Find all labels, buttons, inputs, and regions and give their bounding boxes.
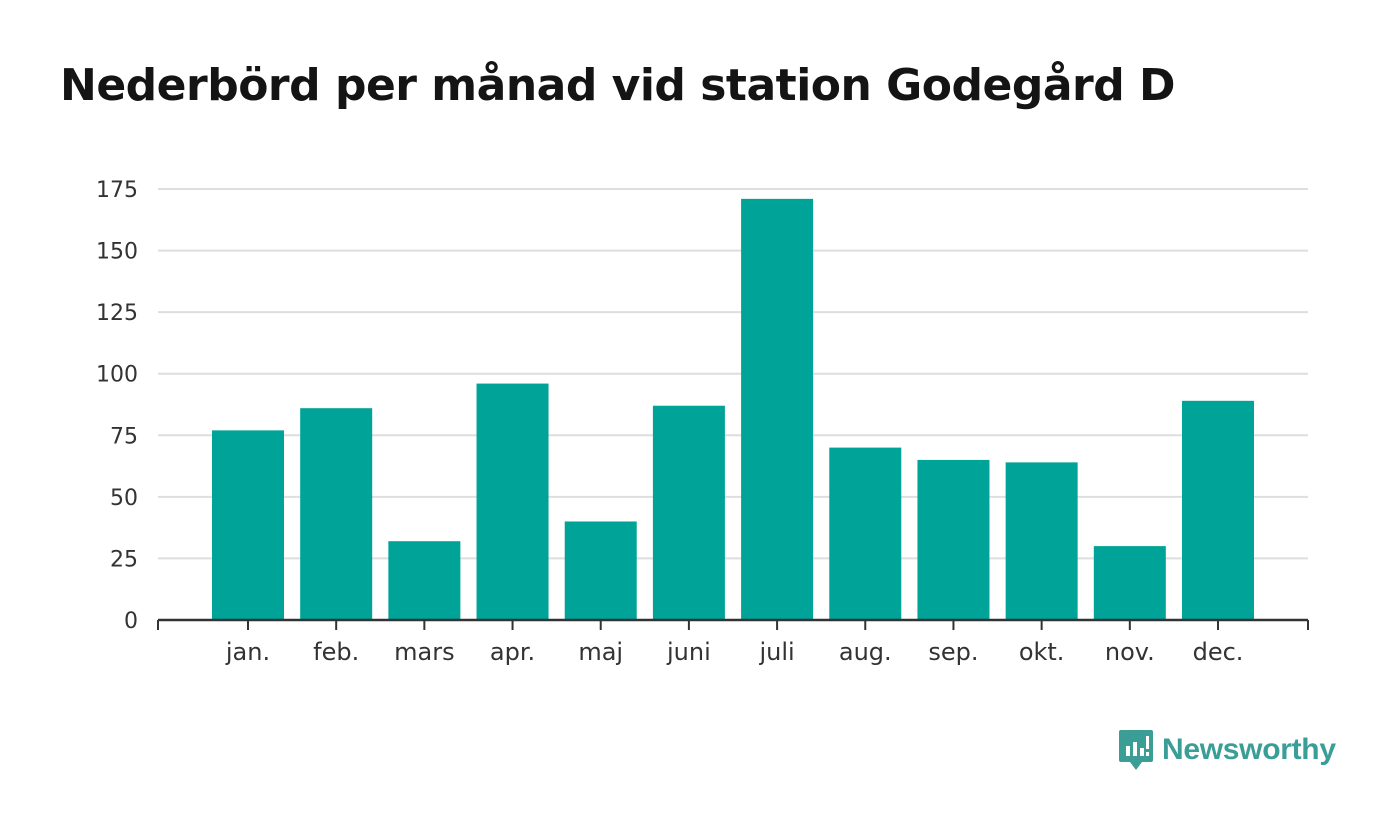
bar <box>212 430 284 620</box>
y-tick-label: 0 <box>124 609 138 634</box>
x-tick-labels: jan. feb. mars apr. maj juni juli aug. sep. okt. n… <box>225 638 1244 666</box>
x-tick-label: juli <box>758 638 794 666</box>
y-tick-label: 25 <box>110 547 138 572</box>
axes <box>157 618 1309 630</box>
bar <box>564 521 637 620</box>
bar <box>476 383 549 620</box>
bar <box>652 405 725 620</box>
chart-title: Nederbörd per månad vid station Godegård… <box>60 60 1176 111</box>
newsworthy-logo-icon <box>1119 730 1153 770</box>
x-tick-label: maj <box>578 638 623 666</box>
bar <box>388 541 461 620</box>
x-tick-label: nov. <box>1105 638 1155 666</box>
y-tick-label: 75 <box>110 424 138 449</box>
y-tick-label: 125 <box>96 301 138 326</box>
x-tick-label: jan. <box>225 638 270 666</box>
bar <box>829 447 902 620</box>
x-tick-label: apr. <box>490 638 535 666</box>
bar <box>741 198 814 620</box>
x-tick-label: okt. <box>1019 638 1065 666</box>
bar-series <box>212 198 1254 620</box>
x-tick-label: sep. <box>928 638 978 666</box>
bar <box>300 408 373 620</box>
brand-name: Newsworthy <box>1162 733 1336 766</box>
x-tick-label: juni <box>666 638 711 666</box>
x-tick-label: dec. <box>1193 638 1244 666</box>
x-tick-label: mars <box>394 638 454 666</box>
y-tick-label: 150 <box>96 240 138 265</box>
y-tick-label: 50 <box>110 486 138 511</box>
bar <box>917 459 990 620</box>
x-tick-label: feb. <box>313 638 359 666</box>
x-tick-label: aug. <box>839 638 892 666</box>
brand-logo: Newsworthy <box>1118 728 1336 772</box>
bar <box>1182 400 1254 620</box>
bar <box>1093 546 1166 620</box>
y-tick-label: 175 <box>96 178 138 203</box>
bar <box>1005 462 1078 620</box>
y-tick-label: 100 <box>96 363 138 388</box>
y-tick-labels: 0 25 50 75 100 125 150 175 <box>96 178 138 634</box>
